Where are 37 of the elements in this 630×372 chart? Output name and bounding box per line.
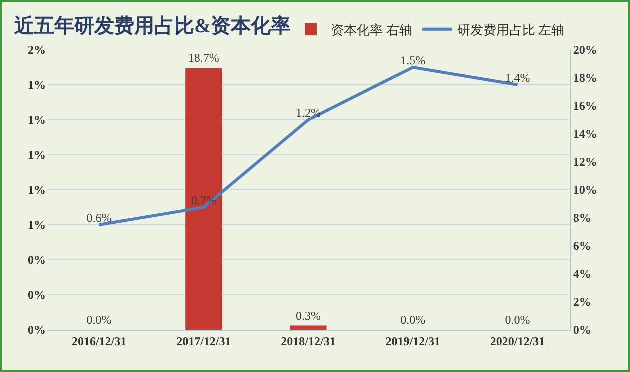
y-tick-label: 1% [28, 113, 46, 128]
x-tick-label: 2016/12/31 [72, 334, 127, 348]
y-tick-label: 0% [28, 253, 46, 268]
x-tick-label: 2018/12/31 [281, 334, 336, 348]
y2-tick-label: 20% [573, 43, 598, 58]
y-tick-label: 1% [28, 148, 46, 162]
y-tick-label: 1% [28, 218, 46, 232]
legend-label: 资本化率 右轴 [331, 22, 412, 38]
y-tick-label: 1% [28, 78, 46, 92]
x-tick-label: 2019/12/31 [386, 334, 440, 348]
y-tick-label: 0% [28, 288, 46, 302]
y2-tick-label: 0% [573, 323, 592, 338]
x-tick-label: 2017/12/31 [176, 334, 232, 348]
data-label: 1.4% [505, 71, 530, 85]
y2-tick-label: 2% [573, 295, 592, 310]
y-tick-label: 1% [28, 183, 46, 198]
data-label: 0.6% [86, 211, 112, 225]
legend-label: 研发费用占比 左轴 [457, 22, 564, 38]
data-label: 1.2% [296, 106, 321, 120]
data-label: 0.0% [400, 313, 426, 327]
y-tick-label: 2% [28, 43, 46, 58]
data-label: 1.5% [400, 54, 426, 68]
y2-tick-label: 12% [573, 155, 598, 170]
data-label: 0.0% [505, 313, 530, 327]
data-label: 0.3% [296, 308, 321, 323]
y2-tick-label: 16% [573, 99, 598, 114]
y2-tick-label: 8% [573, 211, 592, 226]
x-tick-label: 2020/12/31 [490, 334, 546, 348]
y-tick-label: 0% [28, 323, 46, 338]
chart-title: 近五年研发费用占比&资本化率 [14, 14, 292, 38]
y2-tick-label: 18% [573, 71, 598, 86]
y2-tick-label: 6% [573, 239, 592, 254]
y2-tick-label: 14% [573, 127, 598, 142]
y2-tick-label: 10% [573, 183, 598, 198]
data-label: 18.7% [188, 51, 220, 66]
y2-tick-label: 4% [573, 267, 592, 282]
data-label: 0.0% [86, 313, 112, 327]
